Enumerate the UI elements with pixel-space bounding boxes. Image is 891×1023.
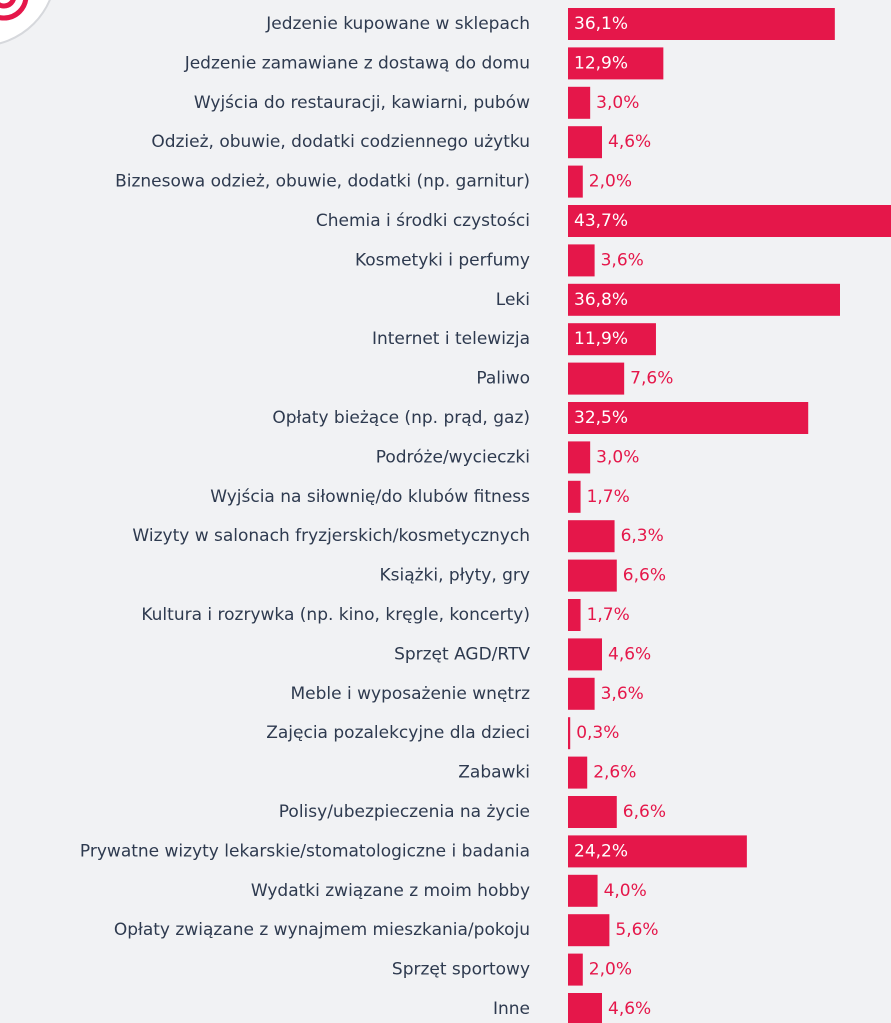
category-label: Opłaty bieżące (np. prąd, gaz) [272,408,530,428]
bar [568,362,625,395]
category-label: Kosmetyki i perfumy [355,250,530,270]
value-label: 4,6% [608,132,651,152]
bar [568,914,610,947]
category-label: Odzież, obuwie, dodatki codziennego użyt… [151,132,530,152]
bar [568,756,588,789]
value-label: 3,6% [601,250,644,270]
category-label: Opłaty związane z wynajmem mieszkania/po… [114,920,530,940]
value-label: 6,6% [623,566,666,586]
bar [568,47,664,80]
bar [568,402,809,434]
category-label: Zabawki [458,763,530,783]
bar [568,480,581,513]
bar [568,244,595,277]
bar [568,165,583,198]
bar [568,993,602,1023]
value-label: 6,6% [623,802,666,822]
category-label: Biznesowa odzież, obuwie, dodatki (np. g… [115,172,530,192]
category-label: Chemia i środki czystości [316,211,530,231]
bar [568,283,840,316]
category-label: Internet i telewizja [372,329,530,349]
bar [568,86,591,119]
category-label: Prywatne wizyty lekarskie/stomatologiczn… [80,841,530,861]
value-label: 36,1% [574,14,628,34]
category-label: Inne [493,999,530,1019]
category-label: Wydatki związane z moim hobby [251,881,530,901]
bar [568,441,591,474]
category-label: Wizyty w salonach fryzjerskich/kosmetycz… [132,526,530,546]
bar [568,599,581,631]
value-label: 11,9% [574,329,628,349]
bar [568,520,615,553]
bar [568,559,617,592]
value-label: 24,2% [574,841,628,861]
value-label: 4,6% [608,999,651,1019]
bar [568,874,598,907]
category-label: Paliwo [476,369,530,389]
value-label: 43,7% [574,211,628,231]
category-label: Kultura i rozrywka (np. kino, kręgle, ko… [141,605,530,625]
corner-badge [0,0,51,45]
bar [568,638,602,671]
category-label: Podróże/wycieczki [376,447,530,467]
bar [568,953,583,986]
category-label: Wyjścia do restauracji, kawiarni, pubów [194,93,530,113]
value-label: 2,6% [593,763,636,783]
category-label: Sprzęt AGD/RTV [394,644,530,664]
value-label: 3,6% [601,684,644,704]
value-label: 5,6% [615,920,658,940]
bar [568,796,617,828]
value-label: 4,0% [604,881,647,901]
value-label: 12,9% [574,53,628,73]
value-label: 7,6% [630,369,673,389]
value-label: 6,3% [621,526,664,546]
value-label: 2,0% [589,172,632,192]
category-label: Zajęcia pozalekcyjne dla dzieci [266,723,530,743]
bar [568,205,891,237]
category-label: Jedzenie zamawiane z dostawą do domu [184,53,530,73]
category-label: Sprzęt sportowy [392,960,530,980]
value-label: 1,7% [587,487,630,507]
bar [568,8,835,40]
category-label: Wyjścia na siłownię/do klubów fitness [210,487,530,507]
category-label: Leki [496,290,530,310]
value-label: 4,6% [608,644,651,664]
category-label: Książki, płyty, gry [379,566,530,586]
value-label: 36,8% [574,290,628,310]
value-label: 0,3% [576,723,619,743]
bar [568,126,602,159]
category-label: Polisy/ubezpieczenia na życie [279,802,530,822]
bar [568,323,656,356]
bar [568,835,747,868]
value-label: 3,0% [596,447,639,467]
value-label: 1,7% [587,605,630,625]
category-label: Jedzenie kupowane w sklepach [265,14,530,34]
value-label: 3,0% [596,93,639,113]
value-label: 2,0% [589,960,632,980]
value-label: 32,5% [574,408,628,428]
bar [568,677,595,710]
bar [568,717,571,750]
category-label: Meble i wyposażenie wnętrz [290,684,530,704]
